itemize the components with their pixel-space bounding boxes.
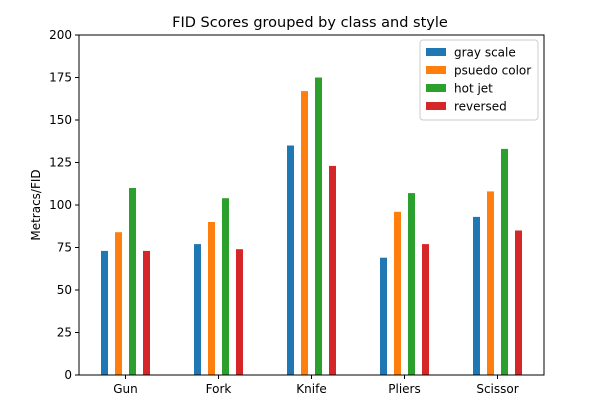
x-tick-label: Scissor	[476, 382, 518, 396]
y-tick-label: 200	[49, 28, 72, 42]
bar-gray-scale-pliers	[380, 257, 387, 375]
bar-psuedo-color-gun	[115, 232, 122, 375]
bar-gray-scale-gun	[101, 250, 108, 375]
bar-psuedo-color-scissor	[487, 191, 494, 375]
bar-hot-jet-fork	[222, 198, 229, 375]
legend: gray scale psuedo color hot jet reversed	[419, 39, 539, 121]
legend-swatch	[426, 84, 446, 92]
y-tick-label: 100	[49, 198, 72, 212]
bar-hot-jet-pliers	[408, 193, 415, 375]
bar-gray-scale-fork	[194, 244, 201, 375]
bar-reversed-scissor	[515, 230, 522, 375]
legend-swatch	[426, 66, 446, 74]
legend-label: hot jet	[454, 82, 493, 96]
y-axis: 0 25 50 75 100 125 150 175 200	[49, 28, 79, 382]
legend-label: psuedo color	[454, 64, 531, 78]
x-tick-label: Knife	[296, 382, 326, 396]
bar-psuedo-color-fork	[208, 222, 215, 375]
y-tick-label: 150	[49, 113, 72, 127]
legend-swatch	[426, 48, 446, 56]
legend-label: gray scale	[454, 46, 516, 60]
bar-reversed-pliers	[422, 244, 429, 375]
plot-area	[101, 77, 522, 375]
bar-hot-jet-scissor	[501, 148, 508, 375]
bar-psuedo-color-knife	[301, 91, 308, 375]
bar-hot-jet-gun	[129, 188, 136, 375]
x-axis: Gun Fork Knife Pliers Scissor	[113, 375, 519, 396]
y-tick-label: 75	[57, 241, 72, 255]
bar-reversed-fork	[236, 249, 243, 375]
bar-reversed-knife	[329, 165, 336, 375]
y-tick-label: 175	[49, 71, 72, 85]
bar-psuedo-color-pliers	[394, 211, 401, 375]
x-tick-label: Pliers	[388, 382, 420, 396]
legend-label: reversed	[454, 100, 507, 114]
bar-gray-scale-scissor	[473, 216, 480, 375]
y-axis-label: Metracs/FID	[29, 169, 43, 240]
bar-hot-jet-knife	[315, 77, 322, 375]
y-tick-label: 0	[64, 368, 72, 382]
y-tick-label: 50	[57, 283, 72, 297]
x-tick-label: Fork	[206, 382, 232, 396]
legend-swatch	[426, 102, 446, 110]
chart-title: FID Scores grouped by class and style	[172, 15, 448, 31]
y-tick-label: 25	[57, 326, 72, 340]
bar-gray-scale-knife	[287, 145, 294, 375]
legend-box	[419, 39, 539, 121]
y-tick-label: 125	[49, 156, 72, 170]
x-tick-label: Gun	[113, 382, 138, 396]
bar-reversed-gun	[143, 250, 150, 375]
